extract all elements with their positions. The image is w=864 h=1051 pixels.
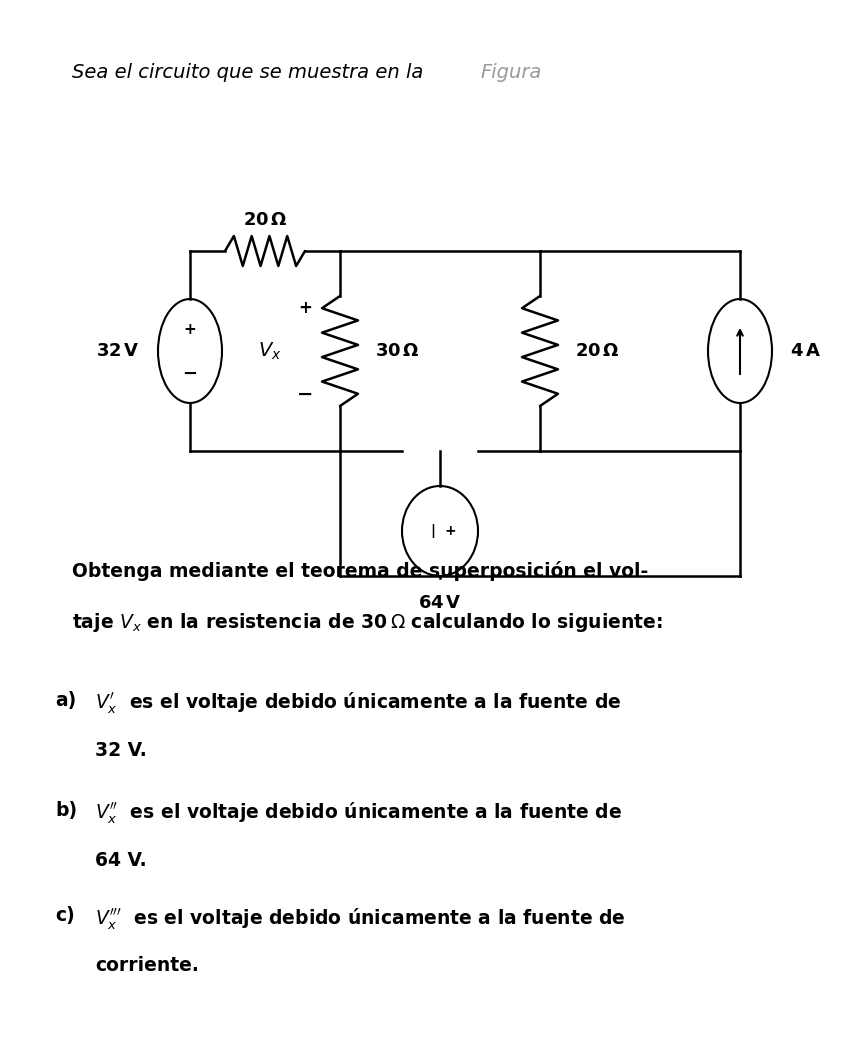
Text: 64 V.: 64 V. [95, 851, 147, 870]
Text: $V_x$: $V_x$ [258, 341, 282, 362]
Text: $\mathbf{64\,V}$: $\mathbf{64\,V}$ [418, 594, 462, 612]
Text: +: + [444, 524, 456, 538]
Text: Sea el circuito que se muestra en la: Sea el circuito que se muestra en la [72, 63, 429, 82]
Text: |: | [430, 524, 435, 538]
Text: c): c) [55, 906, 75, 925]
Text: $\mathbf{20\,\Omega}$: $\mathbf{20\,\Omega}$ [575, 342, 619, 360]
Text: b): b) [55, 801, 77, 820]
Text: 32 V.: 32 V. [95, 741, 147, 760]
Text: +: + [184, 322, 196, 336]
Text: −: − [297, 385, 313, 404]
Text: $\mathbf{30\,\Omega}$: $\mathbf{30\,\Omega}$ [375, 342, 420, 360]
Text: Obtenga mediante el teorema de superposición el vol-: Obtenga mediante el teorema de superposi… [72, 561, 648, 581]
Text: $\mathbf{32\,V}$: $\mathbf{32\,V}$ [96, 342, 140, 360]
Text: $V_x'''$  es el voltaje debido únicamente a la fuente de: $V_x'''$ es el voltaje debido únicamente… [95, 906, 626, 931]
Text: −: − [182, 366, 198, 384]
Text: corriente.: corriente. [95, 956, 199, 975]
Text: +: + [298, 298, 312, 317]
Text: $V_x''$  es el voltaje debido únicamente a la fuente de: $V_x''$ es el voltaje debido únicamente … [95, 801, 622, 826]
Text: taje $V_x$ en la resistencia de 30 $\Omega$ calculando lo siguiente:: taje $V_x$ en la resistencia de 30 $\Ome… [72, 611, 663, 634]
Text: $\mathbf{4\,A}$: $\mathbf{4\,A}$ [790, 342, 822, 360]
Text: a): a) [55, 691, 76, 710]
Text: $V_x'$  es el voltaje debido únicamente a la fuente de: $V_x'$ es el voltaje debido únicamente a… [95, 691, 621, 717]
Text: $\mathbf{20\,\Omega}$: $\mathbf{20\,\Omega}$ [243, 211, 288, 229]
Text: Figura: Figura [480, 63, 542, 82]
